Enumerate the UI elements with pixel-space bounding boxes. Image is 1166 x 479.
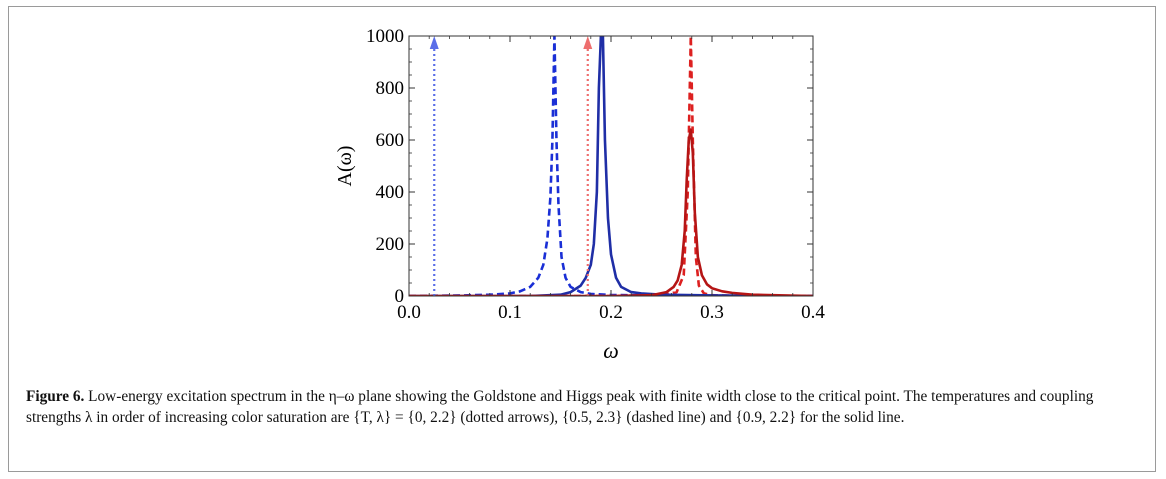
y-tick-label: 200: [376, 234, 405, 255]
figure-frame: [8, 6, 1156, 472]
dashed-series-line: [409, 36, 813, 296]
caption-label: Figure 6.: [26, 388, 85, 405]
solid-series-line: [409, 128, 813, 296]
y-tick-label: 800: [376, 78, 405, 99]
solid-series-line: [409, 36, 813, 296]
spectrum-chart: 0.0 0.1 0.2 0.3 0.4 0 200 400 600 800 1000 ω A(ω): [334, 26, 825, 363]
x-axis-label: ω: [603, 338, 619, 363]
x-tick-label: 0.4: [801, 302, 825, 323]
x-tick-label: 0.2: [599, 302, 623, 323]
x-tick-label: 0.0: [397, 302, 421, 323]
y-tick-label: 1000: [366, 26, 404, 47]
y-tick-label: 400: [376, 182, 405, 203]
y-axis-label: A(ω): [334, 146, 356, 187]
figure-caption: Figure 6. Low-energy excitation spectrum…: [26, 386, 1144, 428]
y-tick-label: 0: [395, 286, 405, 307]
x-tick-label: 0.3: [700, 302, 724, 323]
y-tick-label: 600: [376, 130, 405, 151]
arrow-head: [583, 36, 593, 49]
caption-text: Low-energy excitation spectrum in the η–…: [26, 388, 1094, 426]
x-tick-label: 0.1: [498, 302, 522, 323]
arrow-head: [429, 36, 439, 49]
